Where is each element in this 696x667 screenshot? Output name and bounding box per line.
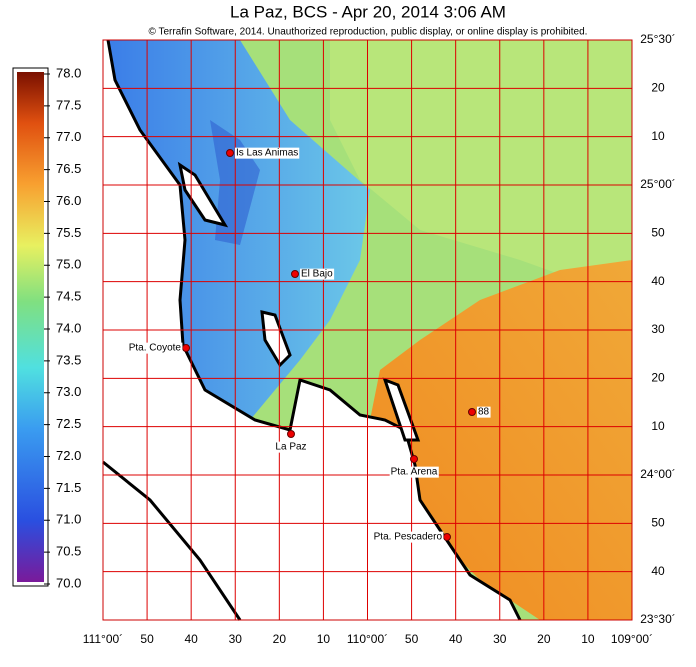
colorbar-label: 77.5 (56, 97, 81, 112)
place-label: La Paz (275, 442, 306, 453)
places: Is Las Animas El Bajo Pta. Coyote La Paz 88 P… (127, 147, 491, 543)
colorbar-label: 71.5 (56, 480, 81, 495)
place-label-bg (127, 342, 183, 354)
latitude-label: 50 (651, 516, 665, 530)
map-frame (102, 39, 633, 621)
place-marker (291, 270, 299, 278)
latitude-label: 10 (651, 129, 665, 143)
latitude-label: 23°30´ (640, 612, 676, 626)
title: La Paz, BCS - Apr 20, 2014 3:06 AM (230, 2, 506, 21)
place-label-bg (235, 147, 300, 159)
colorbar-label: 70.5 (56, 544, 81, 559)
island (260, 310, 292, 368)
place-label: El Bajo (301, 269, 333, 280)
colorbar-label: 70.0 (56, 575, 81, 590)
longitude-label: 30 (493, 632, 507, 646)
longitude-label: 10 (581, 632, 595, 646)
colorbar-label: 75.0 (56, 257, 81, 272)
place-marker (226, 149, 234, 157)
place-marker (443, 533, 451, 541)
coastline (106, 39, 522, 621)
colorbar-label: 73.0 (56, 384, 81, 399)
latitude-label: 20 (651, 81, 665, 95)
place-label-bg (300, 268, 335, 280)
colorbar-label: 71.0 (56, 512, 81, 527)
colorbar-label: 74.0 (56, 320, 81, 335)
colorbar-label: 73.5 (56, 352, 81, 367)
place-label-bg (389, 466, 439, 478)
colorbar-label: 72.5 (56, 416, 81, 431)
longitude-label: 30 (229, 632, 243, 646)
place-marker (410, 455, 418, 463)
latitude-label: 25°00´ (640, 177, 676, 191)
sea-warm (330, 40, 632, 300)
longitude-label: 20 (537, 632, 551, 646)
colorbar-label: 78.0 (56, 65, 81, 80)
map-area: Is Las Animas El Bajo Pta. Coyote La Paz 88 P… (102, 39, 633, 621)
colorbar-label: 74.5 (56, 289, 81, 304)
longitude-label: 109°00´ (611, 632, 653, 646)
latitude-label: 20 (651, 371, 665, 385)
colorbar: 78.0 77.5 77.0 76.5 76.0 75.5 75.0 74.5 74.0 73.5… (12, 65, 81, 590)
place-label-bg (274, 441, 308, 453)
latitude-label: 40 (651, 274, 665, 288)
place-label: 88 (478, 407, 490, 418)
latitude-label: 24°00´ (640, 467, 676, 481)
latitude-label: 10 (651, 419, 665, 433)
longitude-label: 40 (184, 632, 198, 646)
longitude-label: 50 (405, 632, 419, 646)
place-label: Pta. Coyote (129, 343, 182, 354)
longitude-label: 110°00´ (347, 632, 388, 646)
place-label-bg (372, 531, 444, 543)
latitude-label: 30 (651, 322, 665, 336)
place-marker (468, 408, 476, 416)
longitude-label: 10 (317, 632, 331, 646)
place-label: Is Las Animas (236, 148, 298, 159)
coastline (102, 460, 242, 621)
colorbar-label: 76.5 (56, 161, 81, 176)
latitude-label: 50 (651, 226, 665, 240)
colorbar-label: 77.0 (56, 129, 81, 144)
longitude-label: 50 (140, 632, 154, 646)
colorbar-ramp (17, 72, 44, 582)
longitude-label: 40 (449, 632, 463, 646)
colorbar-label: 72.0 (56, 448, 81, 463)
sandbar (382, 377, 421, 442)
latitude-label: 25°30´ (640, 32, 676, 46)
place-marker (182, 344, 190, 352)
place-label: Pta. Pescadero (374, 532, 443, 543)
colorbar-label: 75.5 (56, 225, 81, 240)
place-label: Pta. Arena (391, 467, 438, 478)
longitude-label: 111°00´ (83, 632, 123, 646)
colorbar-label: 76.0 (56, 193, 81, 208)
place-label-bg (477, 406, 491, 418)
latitude-label: 40 (651, 564, 665, 578)
longitude-label: 20 (273, 632, 287, 646)
place-marker (287, 430, 295, 438)
copyright: © Terrafin Software, 2014. Unauthorized … (149, 27, 588, 38)
